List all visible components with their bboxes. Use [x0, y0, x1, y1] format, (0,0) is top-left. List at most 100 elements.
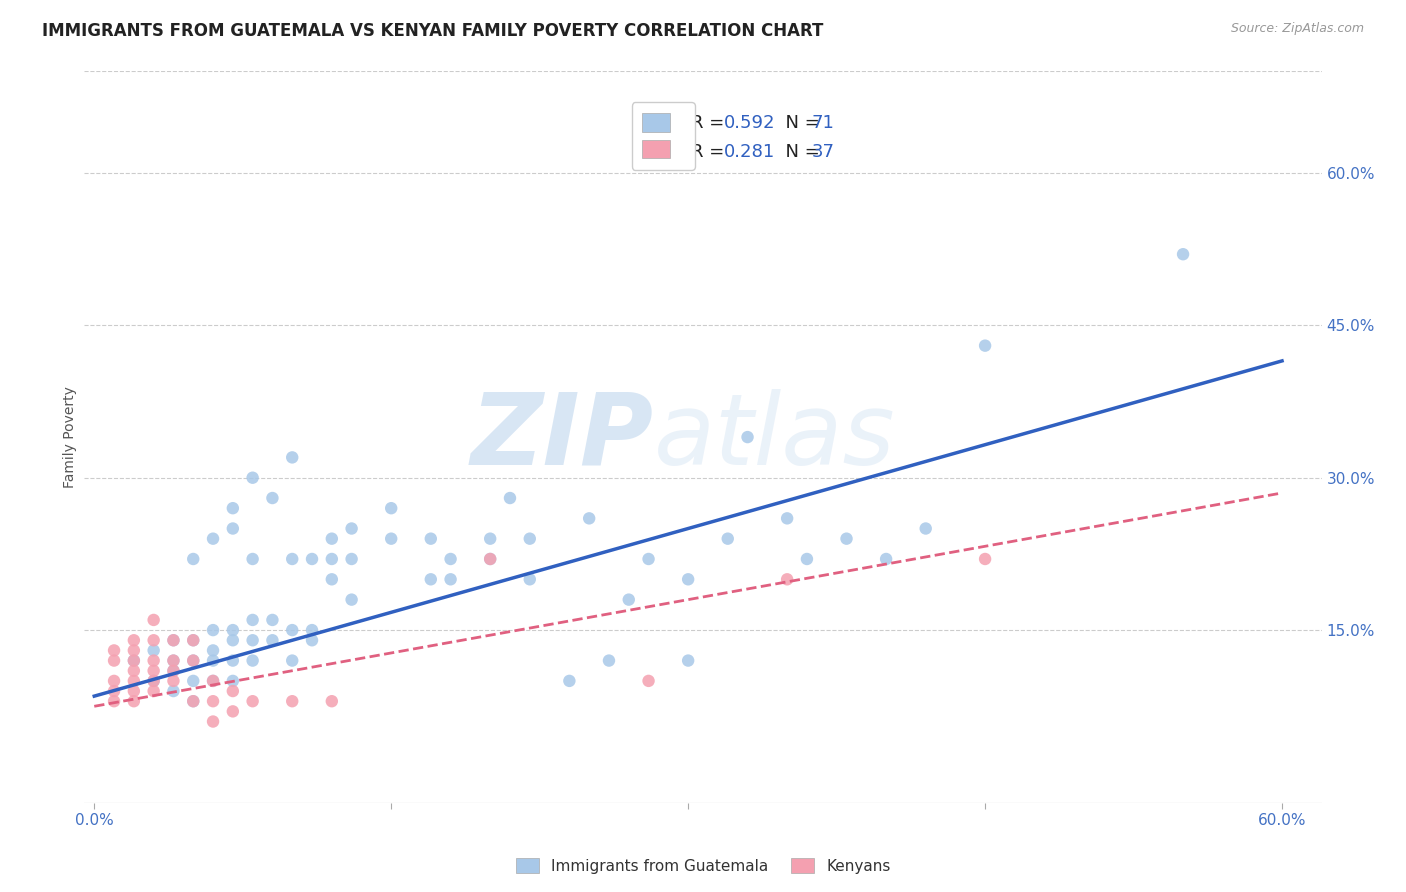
Point: [578, 511, 600, 525]
Point: [142, 664, 165, 678]
Point: [598, 654, 620, 668]
Point: [519, 572, 541, 586]
Point: [222, 684, 245, 698]
Point: [419, 572, 441, 586]
Point: [835, 532, 858, 546]
Point: [103, 673, 125, 688]
Point: [380, 501, 402, 516]
Point: [617, 592, 640, 607]
Text: 37: 37: [811, 143, 835, 161]
Point: [122, 654, 145, 668]
Text: IMMIGRANTS FROM GUATEMALA VS KENYAN FAMILY POVERTY CORRELATION CHART: IMMIGRANTS FROM GUATEMALA VS KENYAN FAMI…: [42, 22, 824, 40]
Point: [242, 694, 264, 708]
Point: [717, 532, 740, 546]
Point: [181, 633, 204, 648]
Point: [222, 705, 245, 719]
Point: [202, 694, 225, 708]
Text: 71: 71: [811, 114, 835, 132]
Point: [202, 673, 225, 688]
Point: [122, 694, 145, 708]
Point: [122, 673, 145, 688]
Point: [439, 572, 461, 586]
Point: [479, 552, 502, 566]
Point: [181, 654, 204, 668]
Point: [222, 501, 245, 516]
Point: [321, 694, 343, 708]
Point: [162, 654, 184, 668]
Point: [281, 552, 304, 566]
Point: [122, 643, 145, 657]
Point: [974, 339, 997, 353]
Point: [103, 654, 125, 668]
Point: [181, 552, 204, 566]
Point: [142, 673, 165, 688]
Point: [142, 684, 165, 698]
Point: [340, 592, 363, 607]
Point: [222, 521, 245, 535]
Point: [181, 654, 204, 668]
Point: [340, 521, 363, 535]
Point: [676, 654, 699, 668]
Text: N =: N =: [773, 143, 825, 161]
Text: R =: R =: [690, 143, 730, 161]
Point: [242, 471, 264, 485]
Point: [875, 552, 897, 566]
Point: [776, 511, 799, 525]
Point: [122, 633, 145, 648]
Point: [676, 572, 699, 586]
Point: [301, 552, 323, 566]
Point: [202, 654, 225, 668]
Point: [519, 532, 541, 546]
Point: [142, 643, 165, 657]
Point: [242, 633, 264, 648]
Point: [439, 552, 461, 566]
Point: [222, 623, 245, 637]
Point: [122, 684, 145, 698]
Point: [776, 572, 799, 586]
Point: [162, 664, 184, 678]
Point: [242, 552, 264, 566]
Point: [242, 654, 264, 668]
Point: [181, 694, 204, 708]
Point: [162, 633, 184, 648]
Point: [281, 654, 304, 668]
Point: [242, 613, 264, 627]
Point: [914, 521, 936, 535]
Point: [122, 664, 145, 678]
Point: [796, 552, 818, 566]
Point: [162, 654, 184, 668]
Point: [202, 714, 225, 729]
Point: [162, 633, 184, 648]
Legend: Immigrants from Guatemala, Kenyans: Immigrants from Guatemala, Kenyans: [509, 852, 897, 880]
Point: [558, 673, 581, 688]
Point: [181, 673, 204, 688]
Point: [1171, 247, 1194, 261]
Point: [479, 552, 502, 566]
Point: [103, 684, 125, 698]
Text: 0.281: 0.281: [724, 143, 775, 161]
Text: ZIP: ZIP: [471, 389, 654, 485]
Point: [737, 430, 759, 444]
Text: N =: N =: [773, 114, 825, 132]
Point: [142, 613, 165, 627]
Point: [142, 673, 165, 688]
Point: [281, 694, 304, 708]
Point: [142, 654, 165, 668]
Point: [419, 532, 441, 546]
Point: [142, 633, 165, 648]
Point: [202, 623, 225, 637]
Point: [181, 694, 204, 708]
Point: [380, 532, 402, 546]
Point: [479, 532, 502, 546]
Point: [262, 633, 284, 648]
Point: [202, 532, 225, 546]
Point: [162, 664, 184, 678]
Point: [281, 450, 304, 465]
Point: [321, 552, 343, 566]
Text: 0.592: 0.592: [724, 114, 776, 132]
Text: atlas: atlas: [654, 389, 896, 485]
Y-axis label: Family Poverty: Family Poverty: [63, 386, 77, 488]
Point: [637, 552, 659, 566]
Point: [499, 491, 522, 505]
Point: [340, 552, 363, 566]
